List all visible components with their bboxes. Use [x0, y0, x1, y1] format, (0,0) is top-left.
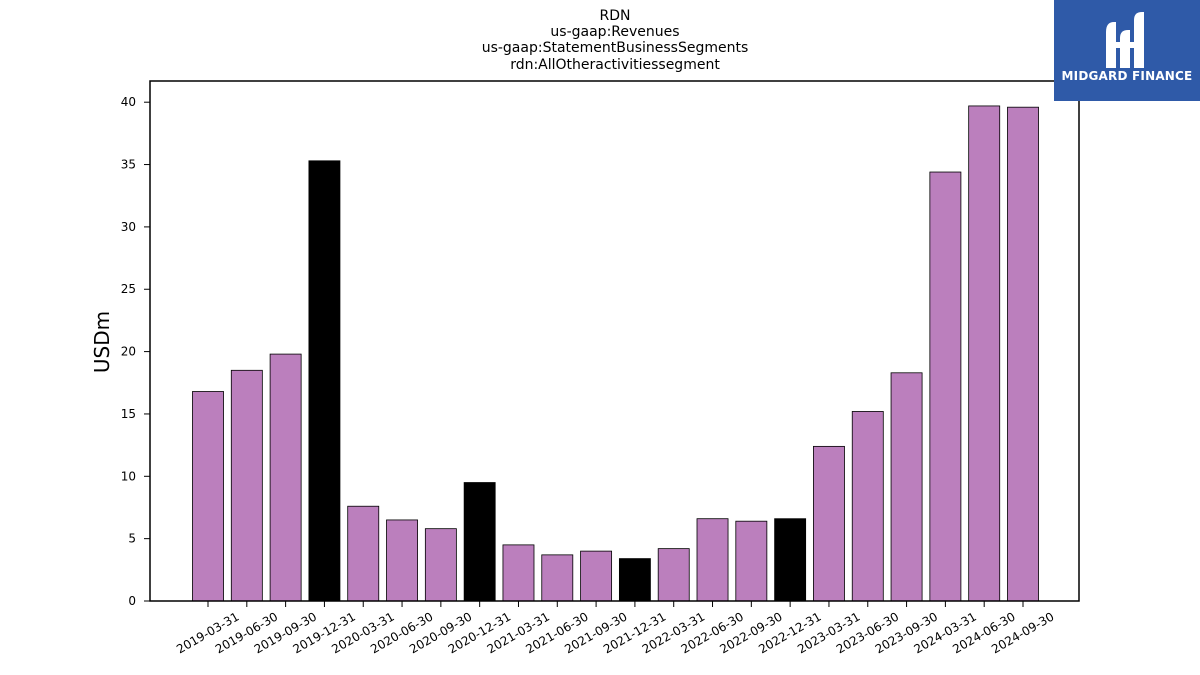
bar-2021-06-30 — [541, 554, 574, 602]
bar-2020-12-31 — [463, 482, 496, 602]
y-tick-label: 20 — [121, 345, 136, 359]
bar-2020-09-30 — [424, 528, 457, 602]
bar-2022-03-31 — [657, 548, 690, 602]
bar-2024-09-30 — [1007, 106, 1039, 602]
y-tick-label: 40 — [121, 95, 136, 109]
bar-2019-03-31 — [192, 391, 224, 602]
y-tick-label: 15 — [121, 407, 136, 421]
bar-2021-03-31 — [502, 544, 535, 602]
bar-2020-06-30 — [386, 519, 418, 602]
bar-2024-03-31 — [929, 171, 962, 602]
bar-2024-06-30 — [968, 105, 1001, 602]
midgard-logo-icon — [1106, 12, 1144, 68]
bar-2023-06-30 — [851, 411, 884, 602]
bar-series — [192, 105, 1039, 602]
y-axis-ticks: 0 5 10 15 20 25 30 35 40 — [121, 95, 150, 608]
y-tick-label: 10 — [121, 469, 136, 483]
y-axis-label: USDm — [90, 311, 114, 373]
y-tick-label: 25 — [121, 282, 136, 296]
bar-2021-12-31 — [618, 558, 651, 602]
bar-2022-12-31 — [774, 518, 807, 602]
brand-logo: MIDGARD FINANCE — [1054, 0, 1200, 101]
y-tick-label: 0 — [128, 594, 136, 608]
bar-2019-06-30 — [230, 369, 263, 602]
bar-2022-06-30 — [696, 518, 729, 602]
y-tick-label: 5 — [128, 532, 136, 546]
y-tick-label: 35 — [121, 158, 136, 172]
plot-frame — [149, 80, 1080, 602]
brand-name: MIDGARD FINANCE — [1061, 69, 1193, 83]
bar-2022-09-30 — [735, 520, 768, 602]
bar-2019-12-31 — [308, 160, 341, 602]
y-tick-label: 30 — [121, 220, 136, 234]
chart-title-line-3: us-gaap:StatementBusinessSegments — [482, 40, 749, 56]
chart-title-line-1: RDN — [600, 8, 631, 24]
bar-2023-03-31 — [813, 445, 845, 602]
bar-2019-09-30 — [269, 353, 302, 602]
chart-title-line-2: us-gaap:Revenues — [550, 24, 679, 40]
chart-title-line-4: rdn:AllOtheractivitiessegment — [510, 57, 720, 73]
bar-2023-09-30 — [890, 372, 923, 602]
bar-2020-03-31 — [347, 505, 380, 602]
bar-2021-09-30 — [580, 550, 613, 602]
chart-title: RDN us-gaap:Revenues us-gaap:StatementBu… — [482, 8, 749, 73]
x-axis-ticks: 2019-03-312019-06-302019-09-302019-12-31… — [174, 601, 1057, 656]
